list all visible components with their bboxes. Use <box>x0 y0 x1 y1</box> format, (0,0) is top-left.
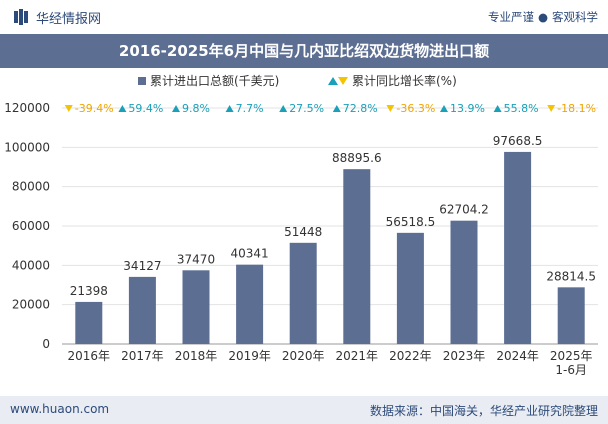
growth-down-icon <box>64 105 73 112</box>
growth-rate-label: 55.8% <box>504 102 539 115</box>
separator-dot: ● <box>537 10 548 24</box>
bar <box>182 270 210 344</box>
growth-up-icon <box>279 105 288 112</box>
bar-value-label: 28814.5 <box>546 269 596 283</box>
bar-value-label: 56518.5 <box>386 215 436 229</box>
chart-title: 2016-2025年6月中国与几内亚比绍双边货物进出口额 <box>118 42 490 60</box>
footer-source: 数据来源：中国海关，华经产业研究院整理 <box>369 404 598 418</box>
x-tick-label: 2020年 <box>282 349 325 363</box>
growth-up-icon <box>493 105 502 112</box>
y-tick-label: 20000 <box>12 298 50 312</box>
x-tick-label: 1-6月 <box>555 363 587 377</box>
legend-up-triangle-icon <box>328 76 338 85</box>
x-tick-label: 2016年 <box>68 349 111 363</box>
tagline: 专业严谨 ● 客观科学 <box>488 9 598 25</box>
growth-rate-label: 9.8% <box>182 102 210 115</box>
x-tick-label: 2025年 <box>550 349 593 363</box>
y-tick-label: 60000 <box>12 219 50 233</box>
growth-down-icon <box>547 105 556 112</box>
legend: 累计进出口总额(千美元) 累计同比增长率(%) <box>0 72 608 90</box>
bar <box>504 151 532 344</box>
bar <box>343 169 371 344</box>
growth-up-icon <box>332 105 341 112</box>
footer: www.huaon.com 数据来源：中国海关，华经产业研究院整理 <box>0 396 608 424</box>
top-bar: 华经情报网 专业严谨 ● 客观科学 <box>0 0 608 34</box>
y-tick-label: 100000 <box>4 140 50 154</box>
bar <box>557 287 585 344</box>
bar-value-label: 97668.5 <box>493 134 543 148</box>
bar-value-label: 62704.2 <box>439 203 489 217</box>
x-tick-label: 2024年 <box>496 349 539 363</box>
legend-bar-label: 累计进出口总额(千美元) <box>150 74 280 88</box>
bar <box>289 242 317 344</box>
bar-value-label: 51448 <box>284 225 322 239</box>
growth-up-icon <box>225 105 234 112</box>
chart: 0 20000 40000 60000 80000 100000 120000 21398 20… <box>4 101 598 377</box>
y-tick-label: 80000 <box>12 180 50 194</box>
footer-website: www.huaon.com <box>10 402 110 416</box>
growth-rate-label: 13.9% <box>450 102 485 115</box>
y-tick-label: 40000 <box>12 258 50 272</box>
y-tick-label: 0 <box>42 337 50 351</box>
x-tick-label: 2021年 <box>336 349 379 363</box>
tagline-1: 专业严谨 <box>487 10 534 24</box>
logo-icon <box>14 9 28 25</box>
growth-rate-label: 7.7% <box>236 102 264 115</box>
x-tick-label: 2017年 <box>121 349 164 363</box>
growth-up-icon <box>172 105 180 112</box>
bar-value-label: 40341 <box>231 247 269 261</box>
growth-rate-label: 27.5% <box>289 102 324 115</box>
bar-value-label: 34127 <box>123 259 161 273</box>
bar <box>396 232 424 344</box>
legend-growth-label: 累计同比增长率(%) <box>352 74 457 88</box>
title-bar: 2016-2025年6月中国与几内亚比绍双边货物进出口额 <box>0 34 608 68</box>
bar <box>75 301 103 344</box>
growth-down-icon <box>386 105 395 112</box>
x-tick-label: 2023年 <box>443 349 486 363</box>
bar-value-label: 88895.6 <box>332 151 382 165</box>
growth-rate-label: -18.1% <box>557 102 596 115</box>
growth-rate-label: -39.4% <box>75 102 114 115</box>
tagline-2: 客观科学 <box>552 10 598 24</box>
bar-value-label: 21398 <box>70 284 108 298</box>
x-tick-label: 2019年 <box>228 349 271 363</box>
bar-value-label: 37470 <box>177 252 215 266</box>
legend-growth: 累计同比增长率(%) <box>328 72 457 90</box>
bar <box>128 276 156 344</box>
legend-down-triangle-icon <box>338 76 348 85</box>
growth-rate-label: -36.3% <box>396 102 435 115</box>
x-tick-label: 2022年 <box>389 349 432 363</box>
x-tick-label: 2018年 <box>175 349 218 363</box>
growth-up-icon <box>440 105 448 112</box>
growth-rate-label: 72.8% <box>343 102 378 115</box>
growth-up-icon <box>118 105 127 112</box>
brand-name: 华经情报网 <box>36 12 102 27</box>
bar <box>450 220 478 344</box>
y-tick-label: 120000 <box>4 101 50 115</box>
legend-bar: 累计进出口总额(千美元) <box>138 72 279 90</box>
legend-bar-swatch <box>138 76 146 85</box>
bar <box>236 264 264 344</box>
growth-rate-label: 59.4% <box>128 102 163 115</box>
